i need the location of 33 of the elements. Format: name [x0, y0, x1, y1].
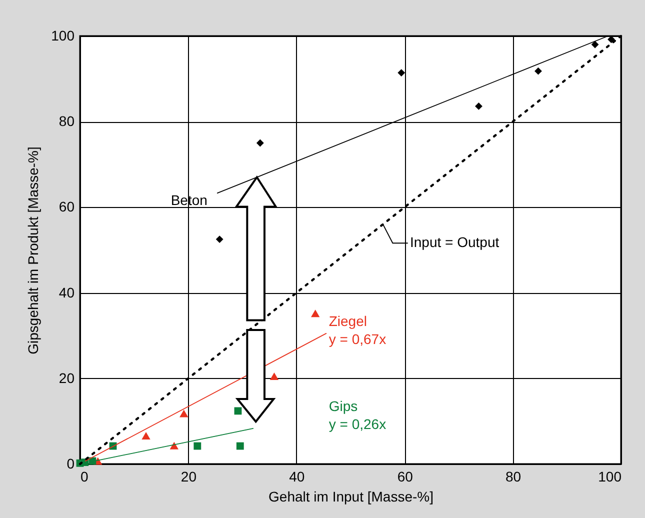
point: [236, 442, 244, 450]
point: [534, 67, 542, 75]
y-tick-label: 80: [58, 113, 75, 130]
text: Gips: [328, 398, 358, 414]
point: [398, 69, 406, 77]
x-tick-label: 60: [397, 468, 414, 484]
x-tick-label: 40: [289, 468, 305, 484]
point: [256, 139, 264, 147]
series-label: Ziegel: [328, 312, 367, 329]
point: [216, 236, 224, 244]
y-tick-label: 20: [58, 370, 75, 386]
point: [311, 310, 320, 318]
x-tick-label: 0: [80, 468, 88, 484]
y-tick-label: 40: [58, 284, 75, 300]
point: [591, 40, 599, 48]
x-axis-title: Gehalt im Input [Masse-%]: [268, 488, 434, 504]
x-tick-label: 100: [598, 468, 622, 484]
point: [142, 432, 150, 440]
point: [475, 102, 482, 110]
x-tick-label: 20: [180, 468, 197, 484]
annotation: Input = Output: [410, 234, 500, 250]
annotation: y = 0,26x: [328, 416, 386, 432]
point: [194, 442, 202, 450]
y-tick-label: 60: [58, 198, 75, 215]
y-tick-label: 0: [66, 456, 75, 472]
point: [234, 407, 242, 415]
x-tick-label: 80: [506, 468, 522, 484]
point: [170, 442, 178, 450]
point: [270, 372, 279, 380]
annotation: y = 0,67x: [328, 330, 386, 347]
y-axis-title: Gipsgehalt im Produkt [Masse-%]: [25, 146, 42, 354]
y-tick-label: 100: [51, 28, 75, 44]
point: [180, 410, 188, 418]
